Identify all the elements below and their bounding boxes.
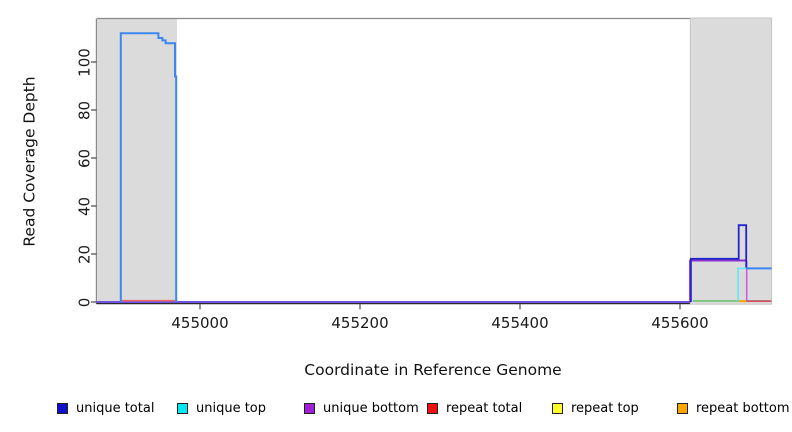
legend-label: repeat bottom (696, 400, 790, 416)
series-line-unique-total-right (690, 224, 748, 302)
y-axis-title: Read Coverage Depth (20, 76, 39, 247)
shaded-region-left (97, 18, 178, 302)
x-tick-label: 455400 (491, 314, 549, 332)
legend-swatch-icon (57, 402, 68, 414)
legend-label: unique top (196, 400, 267, 416)
series-line-unique-total-left-block (119, 32, 178, 302)
x-tick-label: 455600 (651, 314, 709, 332)
series-line-unique-top-right (737, 267, 747, 301)
legend-label: repeat total (446, 400, 523, 416)
legend-swatch-icon (427, 402, 438, 414)
legend-swatch-icon (304, 402, 315, 414)
legend-label: repeat top (571, 400, 639, 416)
legend-label: unique bottom (323, 400, 419, 416)
legend-item-repeat-top: repeat top (552, 399, 639, 417)
x-axis-title: Coordinate in Reference Genome (304, 361, 562, 379)
legend-item-repeat-bottom: repeat bottom (677, 399, 790, 417)
legend-item-unique-bottom: unique bottom (304, 399, 419, 417)
x-tick-label: 455200 (331, 314, 389, 332)
y-tick-label: 100 (75, 47, 94, 77)
legend-item-unique-total: unique total (57, 399, 154, 417)
shaded-region-right (689, 17, 773, 305)
legend-label: unique total (76, 400, 155, 416)
legend-item-unique-top: unique top (177, 399, 266, 417)
x-tick-label: 455000 (171, 314, 229, 332)
legend-item-repeat-total: repeat total (427, 399, 522, 417)
legend-swatch-icon (677, 402, 688, 414)
legend-swatch-icon (552, 402, 563, 414)
legend-swatch-icon (177, 402, 188, 414)
